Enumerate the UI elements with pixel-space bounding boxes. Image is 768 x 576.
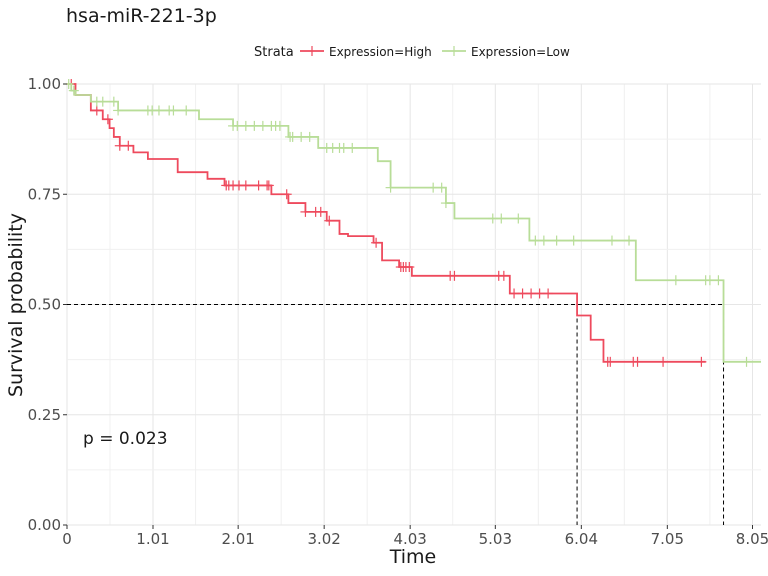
y-tick-label: 0.50 bbox=[28, 296, 61, 314]
x-tick-label: 5.03 bbox=[479, 530, 512, 548]
legend-label: Expression=High bbox=[329, 45, 432, 59]
x-tick-label: 7.05 bbox=[651, 530, 684, 548]
chart-title: hsa-miR-221-3p bbox=[66, 5, 217, 27]
p-value-annotation: p = 0.023 bbox=[83, 429, 168, 449]
y-tick-label: 1.00 bbox=[28, 75, 61, 93]
x-tick-label: 3.02 bbox=[307, 530, 340, 548]
x-axis-title: Time bbox=[389, 546, 437, 568]
legend: Strata Expression=High Expression=Low bbox=[254, 45, 570, 60]
survival-curve-line bbox=[67, 83, 706, 363]
axes: 0 1.01 2.01 3.02 4.03 5.03 6.04 7.05 8.05 0.00 0.2… bbox=[28, 75, 768, 548]
y-tick-label: 0.25 bbox=[28, 406, 61, 424]
x-tick-label: 8.05 bbox=[736, 530, 768, 548]
x-tick-label: 1.01 bbox=[136, 530, 169, 548]
y-axis-title: Survival probability bbox=[5, 213, 27, 397]
x-tick-label: 2.01 bbox=[221, 530, 254, 548]
legend-label: Expression=Low bbox=[471, 45, 570, 59]
y-tick-label: 0.00 bbox=[28, 516, 61, 534]
survival-curve-line bbox=[67, 83, 761, 363]
legend-item-high: Expression=High bbox=[300, 45, 432, 59]
survival-curves bbox=[63, 79, 761, 367]
x-tick-label: 6.04 bbox=[565, 530, 598, 548]
legend-item-low: Expression=Low bbox=[442, 45, 570, 59]
series-low bbox=[63, 79, 761, 367]
x-tick-label: 4.03 bbox=[393, 530, 426, 548]
series-high bbox=[66, 79, 707, 367]
legend-title: Strata bbox=[254, 45, 294, 60]
x-tick-label: 0 bbox=[62, 530, 72, 548]
y-tick-label: 0.75 bbox=[28, 185, 61, 203]
